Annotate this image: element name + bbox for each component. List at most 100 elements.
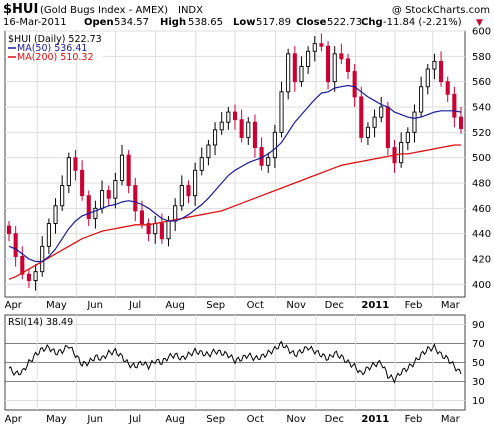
- candle-body: [279, 91, 284, 133]
- low-label: Low: [233, 17, 255, 28]
- candle-body: [379, 106, 384, 118]
- price-candles: [6, 33, 464, 291]
- legend-bg: [7, 33, 103, 63]
- candle-body: [385, 106, 390, 148]
- rsi-x-tick-label: May: [46, 414, 67, 425]
- candle-body: [272, 131, 277, 159]
- price-y-tick-label: 400: [472, 280, 491, 291]
- rsi-x-tick-label: Jul: [128, 414, 141, 425]
- high-value: 538.65: [188, 17, 223, 28]
- candle-body: [405, 131, 410, 143]
- ma200-line: [8, 144, 461, 280]
- candle-body: [419, 86, 424, 113]
- price-y-tick-label: 580: [472, 52, 491, 63]
- ma50-line: [8, 84, 462, 263]
- candle-body: [299, 66, 304, 83]
- candle-body: [199, 157, 204, 171]
- candle-body: [365, 126, 370, 138]
- price-legend: $HUI (Daily) 522.73 MA(50) 536.41 MA(200…: [7, 33, 103, 63]
- price-x-tick-label: Oct: [247, 300, 264, 311]
- high-label: High: [160, 17, 186, 28]
- price-x-tick-label: Aug: [165, 300, 185, 311]
- price-x-tick-label: Jun: [86, 300, 103, 311]
- price-y-tick-label: 460: [472, 204, 491, 215]
- rsi-x-tick-label: Jun: [86, 414, 103, 425]
- candle-body: [146, 223, 151, 235]
- candle-body: [312, 43, 317, 52]
- candle-body: [352, 71, 357, 98]
- candle-body: [332, 53, 337, 83]
- candle-body: [20, 256, 25, 275]
- candle-body: [93, 207, 98, 219]
- rsi-x-tick-label: Oct: [247, 414, 264, 425]
- candle-body: [213, 129, 218, 146]
- candle-body: [206, 144, 211, 159]
- chg-label: Chg: [361, 17, 383, 28]
- candle-body: [100, 190, 105, 209]
- price-x-tick-label: 2011: [361, 300, 389, 311]
- candle-body: [26, 273, 31, 281]
- candle-body: [246, 121, 251, 138]
- open-label: Open: [84, 17, 114, 28]
- rsi-y-tick-label: 70: [472, 339, 485, 350]
- candle-body: [326, 45, 331, 83]
- rsi-x-tick-label: Apr: [5, 414, 23, 425]
- candle-body: [126, 154, 131, 186]
- close-label: Close: [296, 17, 327, 28]
- candle-body: [412, 111, 417, 133]
- candle-body: [60, 185, 65, 207]
- candle-body: [345, 58, 351, 72]
- candle-body: [106, 190, 111, 199]
- rsi-x-tick-label: Dec: [325, 414, 344, 425]
- rsi-x-tick-label: Nov: [286, 414, 306, 425]
- price-y-tick-label: 600: [472, 27, 491, 38]
- price-y-tick-label: 500: [472, 153, 491, 164]
- price-y-tick-label: 480: [472, 179, 491, 190]
- rsi-x-axis: Apr May Jun Jul Aug Sep Oct Nov Dec 2011 Feb Mar: [5, 414, 461, 425]
- close-value: 522.73: [327, 17, 362, 28]
- candle-body: [133, 185, 138, 212]
- low-value: 517.89: [256, 17, 291, 28]
- candle-body: [445, 81, 450, 95]
- candle-body: [339, 53, 344, 60]
- candle-body: [119, 154, 125, 181]
- candle-body: [319, 43, 324, 47]
- candle-body: [458, 116, 464, 129]
- candle-body: [219, 121, 224, 131]
- rsi-panel: 10 30 50 70 90 RSI(14) 38.49: [4, 314, 485, 411]
- rsi-line: [8, 340, 462, 384]
- price-x-axis: Apr May Jun Jul Aug Sep Oct Nov Dec 2011 Feb Mar: [5, 300, 461, 311]
- symbol-title: $HUI: [3, 2, 38, 17]
- candle-body: [193, 169, 198, 197]
- rsi-y-tick-label: 90: [472, 320, 485, 331]
- candle-body: [139, 210, 144, 224]
- candle-body: [179, 185, 184, 207]
- rsi-x-tick-label: Sep: [206, 414, 225, 425]
- candle-body: [186, 185, 191, 197]
- legend-ma50: MA(50) 536.41: [17, 43, 87, 54]
- candle-body: [439, 60, 444, 83]
- exchange-label: INDX: [178, 5, 203, 16]
- price-x-tick-label: Jul: [128, 300, 141, 311]
- rsi-x-tick-label: Mar: [441, 414, 461, 425]
- down-arrow-icon: ▼: [476, 18, 483, 28]
- legend-price: $HUI (Daily) 522.73: [8, 34, 102, 45]
- price-y-tick-label: 560: [472, 77, 491, 88]
- chart-header: $HUI (Gold Bugs Index - AMEX) INDX @ Sto…: [3, 2, 490, 28]
- candle-body: [292, 53, 297, 83]
- candle-body: [153, 223, 158, 235]
- index-name: (Gold Bugs Index - AMEX): [40, 5, 168, 16]
- candle-body: [232, 111, 238, 121]
- candle-body: [53, 205, 58, 224]
- candle-body: [173, 205, 178, 222]
- candle-body: [13, 233, 18, 257]
- price-x-tick-label: Sep: [206, 300, 225, 311]
- rsi-y-tick-label: 50: [472, 358, 485, 369]
- candle-body: [73, 157, 78, 171]
- candle-body: [6, 225, 12, 235]
- candle-body: [46, 223, 51, 247]
- rsi-y-tick-label: 30: [472, 377, 485, 388]
- candle-body: [80, 169, 85, 197]
- legend-ma200: MA(200) 510.32: [17, 52, 94, 63]
